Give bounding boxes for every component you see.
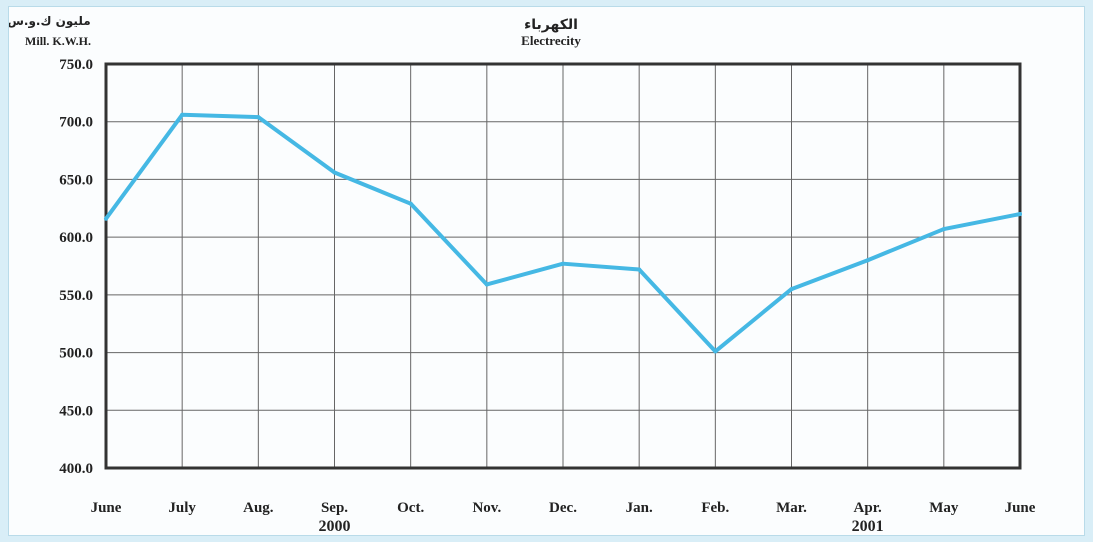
chart-frame: مليون ك.و.س Mill. K.W.H. الكهرباء Electr… bbox=[8, 6, 1085, 536]
x-tick-label: Dec. bbox=[549, 500, 577, 516]
data-point bbox=[561, 261, 565, 266]
grid-lines bbox=[105, 63, 1021, 469]
x-tick-label: May bbox=[929, 500, 959, 516]
y-tick-label: 500.0 bbox=[59, 346, 93, 362]
y-tick-label: 700.0 bbox=[59, 115, 93, 131]
electricity-line-chart: مليون ك.و.س Mill. K.W.H. الكهرباء Electr… bbox=[9, 14, 1036, 535]
data-point bbox=[789, 287, 794, 292]
x-tick-label: Jan. bbox=[626, 500, 653, 516]
y-axis-ticks: 750.0 700.0 650.0 600.0 550.0 500.0 450.0 400.0 bbox=[59, 57, 93, 477]
x-tick-label: June bbox=[91, 500, 122, 516]
x-tick-label: Mar. bbox=[776, 500, 807, 516]
data-point bbox=[484, 282, 489, 287]
x-tick-label: Aug. bbox=[243, 500, 274, 516]
data-point bbox=[256, 115, 261, 120]
chart-title-arabic: الكهرباء bbox=[524, 17, 578, 33]
x-tick-label: June bbox=[1005, 500, 1036, 516]
data-point bbox=[941, 227, 946, 232]
x-axis-ticks: June July Aug. Sep. Oct. Nov. Dec. Jan. Feb. Mar.… bbox=[91, 500, 1036, 516]
year-label: 2000 bbox=[319, 518, 351, 535]
x-tick-label: Apr. bbox=[854, 500, 882, 516]
plot-area-border bbox=[104, 62, 1022, 470]
data-point bbox=[180, 112, 185, 117]
x-tick-label: Sep. bbox=[321, 500, 348, 516]
data-point bbox=[332, 170, 337, 175]
y-tick-label: 750.0 bbox=[59, 57, 93, 73]
year-label: 2001 bbox=[852, 518, 884, 535]
x-tick-label: Feb. bbox=[701, 500, 729, 516]
y-tick-label: 550.0 bbox=[59, 288, 93, 304]
data-point bbox=[1018, 212, 1022, 217]
data-point bbox=[865, 258, 870, 263]
y-tick-label: 600.0 bbox=[59, 230, 93, 246]
series-electricity bbox=[104, 112, 1022, 354]
y-unit-english: Mill. K.W.H. bbox=[25, 34, 91, 48]
y-tick-label: 650.0 bbox=[59, 172, 93, 188]
chart-title: Electrecity bbox=[521, 33, 581, 48]
y-tick-label: 450.0 bbox=[59, 403, 93, 419]
data-point bbox=[637, 267, 642, 272]
data-point bbox=[713, 349, 718, 354]
data-point bbox=[408, 201, 413, 206]
x-tick-label: Nov. bbox=[472, 500, 501, 516]
y-unit-arabic: مليون ك.و.س bbox=[9, 14, 91, 29]
x-tick-label: Oct. bbox=[397, 500, 424, 516]
year-labels: 2000 2001 bbox=[319, 518, 884, 535]
x-tick-label: July bbox=[168, 500, 196, 516]
data-point bbox=[104, 216, 108, 221]
y-tick-label: 400.0 bbox=[59, 461, 93, 477]
